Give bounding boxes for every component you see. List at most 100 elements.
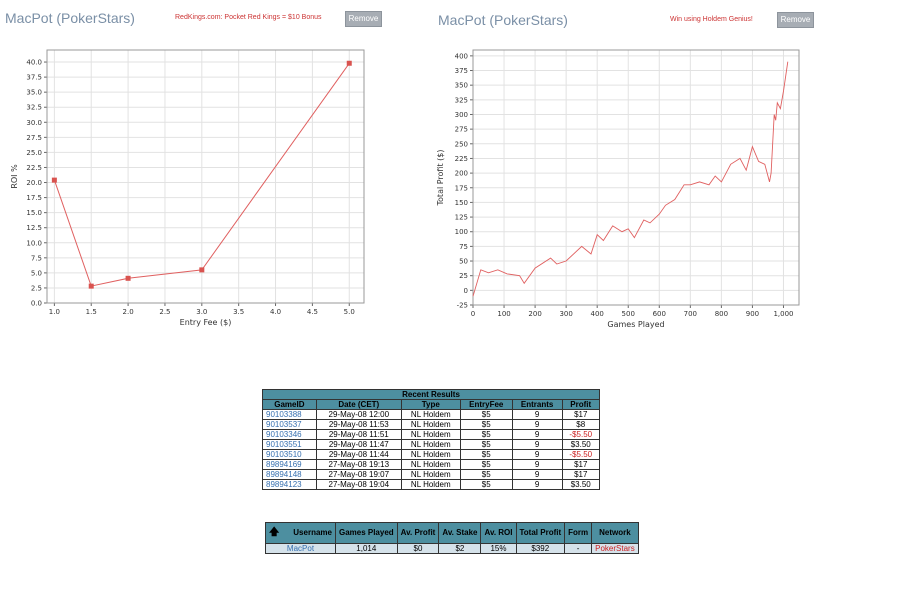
x-tick-label: 200 [528, 310, 541, 318]
y-tick-label: 100 [455, 228, 468, 236]
table-cell: 27-May-08 19:07 [315, 469, 402, 480]
y-tick-label: 15.0 [26, 209, 42, 217]
column-header: Games Played [334, 522, 398, 544]
game-id-link[interactable]: 90103388 [262, 409, 317, 420]
y-tick-label: 0.0 [31, 300, 42, 308]
x-tick-label: 3.5 [233, 308, 244, 316]
table-cell: $392 [515, 543, 566, 554]
table-row: 90103388 29-May-08 12:00 NL Holdem $5 9 $17 [262, 409, 600, 420]
column-header: Entrants [511, 399, 563, 410]
table-cell: NL Holdem [400, 479, 461, 490]
table-row: 90103537 29-May-08 11:53 NL Holdem $5 9 $8 [262, 419, 600, 430]
y-axis-label: Total Profit ($) [436, 150, 445, 207]
y-tick-label: 350 [455, 82, 468, 90]
right-promo-link[interactable]: Win using Holdem Genius! [670, 16, 753, 23]
x-tick-label: 500 [622, 310, 635, 318]
data-point [88, 283, 94, 289]
network-link[interactable]: PokerStars [591, 543, 639, 554]
y-tick-label: 35.0 [26, 89, 42, 97]
y-tick-label: 22.5 [26, 164, 42, 172]
column-header-label: Username [293, 528, 332, 537]
game-id-link[interactable]: 90103551 [262, 439, 317, 450]
y-tick-label: 37.5 [26, 74, 42, 82]
x-tick-label: 300 [559, 310, 572, 318]
y-tick-label: 275 [455, 126, 468, 134]
y-tick-label: 5.0 [31, 269, 42, 277]
right-remove-button[interactable]: Remove [777, 12, 814, 28]
player-stats-table: 🡅 Username Games Played Av. Profit Av. Stake… [265, 522, 639, 554]
table-cell: $3.50 [561, 439, 600, 450]
column-header: Date (CET) [315, 399, 402, 410]
table-cell: - [564, 543, 593, 554]
table-row: MacPot 1,014 $0 $2 15% $392- PokerStars [265, 543, 639, 554]
table-cell: $5 [459, 429, 513, 440]
y-tick-label: 150 [455, 199, 468, 207]
game-id-link[interactable]: 89894169 [262, 459, 317, 470]
table-cell: 29-May-08 11:47 [315, 439, 402, 450]
y-tick-label: 12.5 [26, 224, 42, 232]
table-cell: $5 [459, 479, 513, 490]
left-remove-button[interactable]: Remove [345, 11, 382, 27]
table-row: 89894169 27-May-08 19:13 NL Holdem $5 9 $17 [262, 459, 600, 470]
column-header: Type [400, 399, 461, 410]
y-tick-label: 27.5 [26, 134, 42, 142]
y-tick-label: 25 [459, 272, 468, 280]
x-tick-label: 2.0 [123, 308, 134, 316]
sort-up-arrow-icon[interactable]: 🡅 [269, 527, 280, 538]
table-row: 89894123 27-May-08 19:04 NL Holdem $5 9 $3.50 [262, 479, 600, 490]
game-id-link[interactable]: 89894148 [262, 469, 317, 480]
x-tick-label: 4.0 [270, 308, 281, 316]
username-link[interactable]: MacPot [265, 543, 336, 554]
right-panel-title: MacPot (PokerStars) [438, 12, 568, 28]
table-cell: NL Holdem [400, 469, 461, 480]
game-id-link[interactable]: 90103537 [262, 419, 317, 430]
y-tick-label: 17.5 [26, 194, 42, 202]
table-cell: 9 [511, 449, 563, 460]
x-tick-label: 0 [471, 310, 475, 318]
game-id-link[interactable]: 90103510 [262, 449, 317, 460]
left-promo-link[interactable]: RedKings.com: Pocket Red Kings = $10 Bon… [175, 14, 322, 21]
x-tick-label: 700 [684, 310, 697, 318]
recent-results-table: Recent Results GameID Date (CET) Type Entry… [262, 389, 600, 490]
table-cell: $0 [396, 543, 440, 554]
x-tick-label: 1,000 [773, 310, 793, 318]
plot-area [472, 49, 800, 306]
y-tick-label: 7.5 [31, 254, 42, 262]
y-tick-label: 25.0 [26, 149, 42, 157]
x-tick-label: 1.0 [49, 308, 60, 316]
table-cell: 9 [511, 479, 563, 490]
table-cell: NL Holdem [400, 459, 461, 470]
table-cell: $5 [459, 449, 513, 460]
table-cell: $5 [459, 419, 513, 430]
game-id-link[interactable]: 90103346 [262, 429, 317, 440]
data-point [346, 60, 352, 66]
y-axis-label: ROI % [10, 164, 19, 189]
table-cell: NL Holdem [400, 419, 461, 430]
table-cell: 27-May-08 19:13 [315, 459, 402, 470]
table-cell: $2 [438, 543, 482, 554]
y-tick-label: 30.0 [26, 119, 42, 127]
data-point [125, 275, 131, 281]
y-tick-label: -25 [457, 302, 468, 310]
x-tick-label: 5.0 [344, 308, 355, 316]
table-cell: NL Holdem [400, 429, 461, 440]
y-tick-label: 325 [455, 96, 468, 104]
x-tick-label: 4.5 [307, 308, 318, 316]
y-tick-label: 20.0 [26, 179, 42, 187]
table-cell: $17 [561, 459, 600, 470]
y-tick-label: 200 [455, 170, 468, 178]
table-cell: $17 [561, 469, 600, 480]
column-header[interactable]: 🡅 Username [265, 522, 336, 544]
table-cell: -$5.50 [561, 449, 600, 460]
x-tick-label: 3.0 [196, 308, 207, 316]
y-tick-label: 2.5 [31, 284, 42, 292]
data-point [51, 177, 57, 183]
table-cell: $5 [459, 439, 513, 450]
profit-chart: -250255075100125150175200225250275300325… [436, 49, 800, 329]
recent-results-title: Recent Results [262, 389, 600, 400]
game-id-link[interactable]: 89894123 [262, 479, 317, 490]
x-tick-label: 900 [746, 310, 759, 318]
y-tick-label: 300 [455, 111, 468, 119]
table-cell: 29-May-08 11:51 [315, 429, 402, 440]
table-cell: NL Holdem [400, 449, 461, 460]
